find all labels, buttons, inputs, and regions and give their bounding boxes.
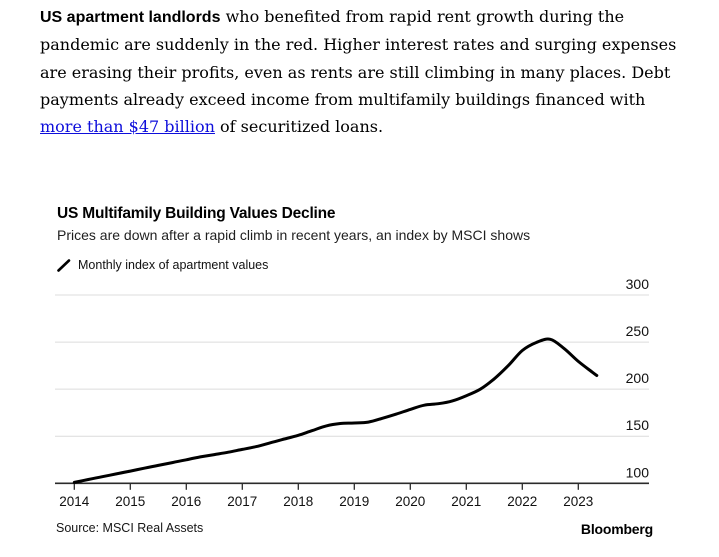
y-tick-label: 150 xyxy=(626,417,650,433)
x-tick-label: 2022 xyxy=(507,494,537,509)
x-tick-label: 2021 xyxy=(451,494,481,509)
x-tick-label: 2015 xyxy=(115,494,145,509)
article-lead-bold: US apartment landlords xyxy=(40,9,221,26)
securitized-loans-link[interactable]: more than $47 billion xyxy=(40,117,215,137)
x-tick-label: 2014 xyxy=(59,494,90,509)
x-tick-label: 2023 xyxy=(563,494,593,509)
chart-legend: Monthly index of apartment values xyxy=(57,258,268,272)
chart-source: Source: MSCI Real Assets xyxy=(56,521,204,535)
article-body-text-1: who benefited from rapid rent growth dur… xyxy=(40,7,677,109)
y-tick-label: 300 xyxy=(626,276,650,292)
x-tick-label: 2017 xyxy=(227,494,257,509)
line-chart-plot: 100 150 200 250 300 2014 2015 2016 2017 2018 2019 2… xyxy=(55,276,650,509)
legend-label: Monthly index of apartment values xyxy=(78,258,269,272)
y-tick-label: 200 xyxy=(626,370,650,386)
y-tick-label: 250 xyxy=(626,323,650,339)
chart-title: US Multifamily Building Values Decline xyxy=(57,205,336,222)
article-body-text-2: of securitized loans. xyxy=(214,117,384,137)
chart-subtitle: Prices are down after a rapid climb in r… xyxy=(57,227,531,243)
x-tick-label: 2019 xyxy=(339,494,369,509)
x-tick-label: 2018 xyxy=(283,494,313,509)
bloomberg-logo: Bloomberg xyxy=(580,521,653,537)
article-paragraph: US apartment landlords who benefited fro… xyxy=(40,3,692,140)
line-series-icon xyxy=(57,258,71,272)
x-tick-label: 2016 xyxy=(171,494,201,509)
apartment-values-line xyxy=(72,337,599,484)
x-tick-label: 2020 xyxy=(395,494,425,509)
y-tick-label: 100 xyxy=(626,464,650,480)
